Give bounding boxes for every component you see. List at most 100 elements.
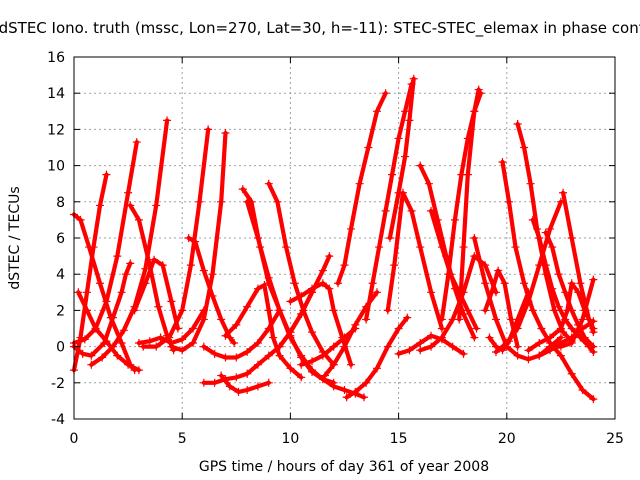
data-point-24-6: [403, 313, 412, 322]
data-point-9-2: [165, 333, 174, 342]
data-point-33-2: [463, 170, 472, 179]
y-tick-label-5: 6: [56, 231, 65, 247]
data-point-27-0: [385, 234, 394, 242]
data-point-18-2: [221, 353, 230, 362]
data-point-22-4: [325, 284, 334, 293]
data-point-22-6: [338, 333, 347, 342]
data-point-22-2: [308, 284, 317, 293]
data-point-41-2: [546, 333, 555, 342]
data-point-5-1: [98, 353, 107, 362]
data-point-38-5: [550, 306, 559, 315]
data-point-29-5: [448, 342, 457, 351]
data-point-44-1: [556, 342, 565, 351]
data-point-25-5: [372, 107, 381, 116]
data-point-39-0: [528, 215, 537, 224]
data-point-26-4: [388, 170, 397, 179]
data-point-11-0: [167, 342, 176, 351]
data-point-37-2: [511, 243, 520, 252]
data-point-35-3: [500, 279, 509, 288]
data-point-29-6: [459, 349, 468, 358]
data-point-41-0: [524, 346, 533, 355]
data-point-0-3: [95, 279, 104, 288]
data-point-23-2: [340, 342, 349, 351]
data-point-17-7: [275, 351, 284, 360]
data-point-4-3: [102, 297, 111, 306]
data-point-42-4: [589, 328, 598, 337]
data-point-31-5: [472, 324, 481, 333]
data-point-33-1: [459, 243, 468, 252]
data-point-26-6: [401, 107, 410, 116]
data-point-42-0: [559, 188, 568, 197]
y-tick-label-0: -4: [51, 412, 65, 428]
data-point-36-1: [481, 279, 490, 288]
data-point-46-4: [535, 261, 544, 270]
x-tick-label-4: 20: [498, 431, 516, 447]
data-point-36-2: [491, 315, 500, 324]
data-point-9-6: [204, 125, 213, 134]
data-point-17-6: [269, 333, 278, 342]
data-point-24-5: [394, 324, 403, 333]
data-point-11-6: [221, 129, 230, 138]
data-point-17-8: [286, 364, 295, 373]
y-axis-label: dSTEC / TECUs: [7, 186, 23, 289]
data-point-7-5: [189, 324, 198, 333]
data-point-41-3: [556, 324, 565, 333]
data-point-28-2: [398, 188, 407, 197]
x-tick-label-5: 25: [606, 431, 624, 447]
data-point-5-7: [163, 116, 172, 125]
data-point-18-7: [275, 306, 284, 315]
data-point-1-4: [108, 313, 117, 322]
data-point-1-2: [87, 351, 96, 360]
data-point-28-0: [383, 306, 392, 315]
data-point-37-1: [504, 197, 513, 206]
x-axis: 0 5 10 15 20 25: [70, 57, 624, 447]
data-point-24-4: [383, 342, 392, 351]
data-point-37-9: [578, 386, 587, 395]
data-point-25-4: [364, 143, 373, 152]
data-point-16-2: [282, 243, 291, 252]
data-point-40-3: [561, 288, 570, 297]
data-point-18-5: [253, 338, 262, 347]
data-point-7-2: [156, 333, 165, 342]
data-point-4-2: [91, 324, 100, 333]
data-point-14-0: [238, 185, 247, 194]
x-tick-label-0: 0: [70, 431, 79, 447]
data-point-21-1: [308, 357, 317, 366]
x-tick-label-2: 10: [281, 431, 299, 447]
data-point-15-1: [253, 234, 262, 242]
data-point-21-3: [329, 342, 338, 351]
data-point-42-1: [567, 234, 576, 242]
data-point-37-3: [520, 279, 529, 288]
data-point-44-4: [589, 275, 598, 284]
data-point-35-5: [513, 342, 522, 351]
data-point-29-1: [405, 346, 414, 355]
data-point-11-3: [199, 315, 208, 324]
data-point-36-5: [524, 355, 533, 364]
data-point-3-1: [82, 306, 91, 315]
data-point-25-2: [346, 224, 355, 233]
data-point-46-3: [524, 297, 533, 306]
data-point-18-3: [232, 353, 241, 362]
data-point-27-3: [405, 116, 414, 125]
data-point-20-0: [275, 342, 284, 351]
data-point-2-2: [82, 288, 91, 297]
data-point-0-5: [117, 338, 126, 347]
data-point-40-2: [554, 270, 563, 279]
data-point-19-2: [264, 351, 273, 360]
data-point-13-2: [234, 387, 243, 396]
data-point-46-0: [491, 348, 500, 357]
data-point-46-2: [513, 324, 522, 333]
data-point-7-0: [134, 338, 143, 347]
plot-area: [70, 74, 598, 404]
data-point-11-4: [208, 270, 217, 279]
data-point-40-6: [580, 333, 589, 342]
data-point-3-6: [134, 366, 143, 375]
y-tick-label-6: 8: [56, 195, 65, 211]
x-tick-label-3: 15: [390, 431, 408, 447]
data-point-32-0: [437, 315, 446, 324]
data-point-24-3: [372, 364, 381, 373]
y-tick-label-4: 4: [56, 267, 65, 283]
data-point-46-6: [556, 197, 565, 206]
y-tick-label-2: 0: [56, 340, 65, 356]
y-tick-label-1: -2: [51, 376, 65, 392]
